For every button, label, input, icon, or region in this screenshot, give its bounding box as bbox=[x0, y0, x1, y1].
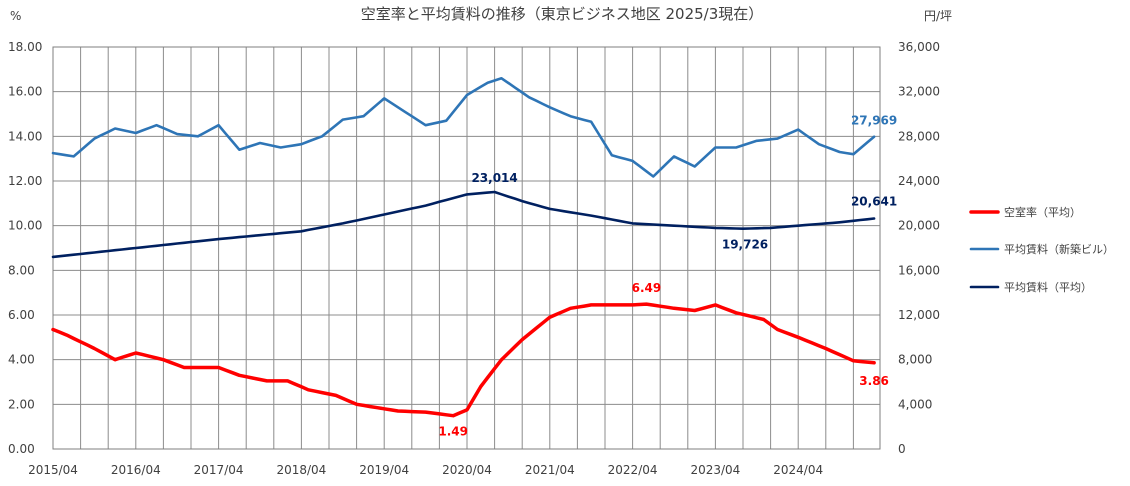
legend: 空室率（平均） 平均賃料（新築ビル） 平均賃料（平均） bbox=[969, 205, 1114, 294]
x-tick-label: 2018/04 bbox=[276, 463, 326, 477]
series-line-1 bbox=[51, 77, 876, 178]
series-lines bbox=[51, 77, 876, 418]
x-axis: 2015/04 2016/04 2017/04 2018/04 2019/04 2020/… bbox=[28, 463, 823, 477]
data-label: 27,969 bbox=[851, 114, 897, 128]
x-tick-label: 2022/04 bbox=[608, 463, 658, 477]
y-left-tick-label: 4.00 bbox=[8, 353, 35, 367]
data-label: 6.49 bbox=[632, 281, 662, 295]
data-label: 23,014 bbox=[471, 171, 517, 185]
y-left-tick-label: 2.00 bbox=[8, 397, 35, 411]
y-right-tick-label: 20,000 bbox=[898, 219, 940, 233]
y-right-tick-label: 12,000 bbox=[898, 308, 940, 322]
x-tick-label: 2019/04 bbox=[359, 463, 409, 477]
x-tick-label: 2015/04 bbox=[28, 463, 78, 477]
x-tick-label: 2016/04 bbox=[111, 463, 161, 477]
y-left-tick-label: 6.00 bbox=[8, 308, 35, 322]
x-tick-label: 2023/04 bbox=[690, 463, 740, 477]
y-right-unit-label: 円/坪 bbox=[924, 9, 952, 23]
y-left-tick-label: 0.00 bbox=[8, 442, 35, 456]
x-tick-label: 2021/04 bbox=[525, 463, 575, 477]
data-label: 20,641 bbox=[851, 195, 897, 209]
y-right-tick-label: 8,000 bbox=[898, 353, 932, 367]
x-tick-label: 2024/04 bbox=[773, 463, 823, 477]
y-left-unit-label: % bbox=[10, 9, 21, 23]
x-tick-label: 2017/04 bbox=[194, 463, 244, 477]
data-label: 19,726 bbox=[722, 238, 768, 252]
y-left-tick-label: 16.00 bbox=[8, 85, 42, 99]
y-right-tick-label: 28,000 bbox=[898, 129, 940, 143]
legend-label: 平均賃料（平均） bbox=[1004, 280, 1092, 294]
data-label: 3.86 bbox=[859, 374, 889, 388]
y-left-tick-label: 18.00 bbox=[8, 40, 42, 54]
y-left-tick-label: 10.00 bbox=[8, 219, 42, 233]
series-line-0 bbox=[51, 302, 876, 418]
y-right-tick-label: 24,000 bbox=[898, 174, 940, 188]
legend-label: 平均賃料（新築ビル） bbox=[1004, 242, 1114, 256]
y-left-tick-label: 8.00 bbox=[8, 263, 35, 277]
data-label: 1.49 bbox=[438, 425, 468, 439]
series-line-2 bbox=[51, 190, 876, 259]
y-left-tick-label: 12.00 bbox=[8, 174, 42, 188]
y-right-tick-label: 0 bbox=[898, 442, 906, 456]
y-right-axis: 0 4,000 8,000 12,000 16,000 20,000 24,000 28,00… bbox=[898, 40, 940, 456]
y-left-tick-label: 14.00 bbox=[8, 129, 42, 143]
y-right-tick-label: 36,000 bbox=[898, 40, 940, 54]
y-left-axis: 0.00 2.00 4.00 6.00 8.00 10.00 12.00 14.00 16.00… bbox=[8, 40, 42, 456]
y-right-tick-label: 4,000 bbox=[898, 397, 932, 411]
chart-title: 空室率と平均賃料の推移（東京ビジネス地区 2025/3現在） bbox=[361, 5, 764, 23]
data-labels: 1.49 6.49 3.86 27,969 23,014 19,726 20,641 bbox=[438, 114, 897, 439]
y-right-tick-label: 16,000 bbox=[898, 263, 940, 277]
x-tick-label: 2020/04 bbox=[442, 463, 492, 477]
plot-area-border bbox=[52, 46, 881, 450]
legend-label: 空室率（平均） bbox=[1004, 205, 1081, 219]
y-right-tick-label: 32,000 bbox=[898, 85, 940, 99]
